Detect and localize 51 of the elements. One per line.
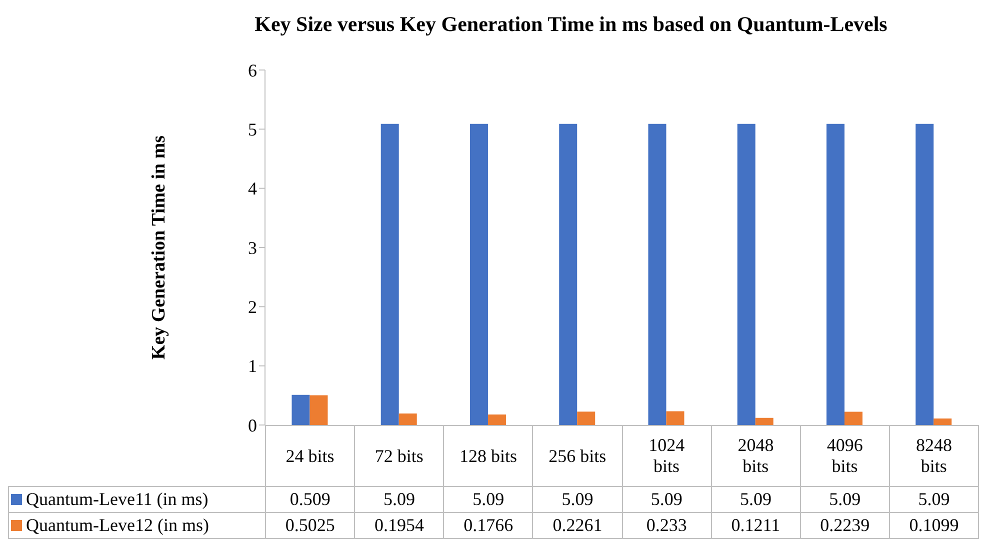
bar [666,411,684,425]
bar [559,124,578,425]
x-tick-label: 72 bits [354,426,444,486]
x-tick-label: 256 bits [532,426,622,486]
bar [737,124,756,425]
data-label: 5.09 [800,486,890,512]
x-tick-label: 4096 bits [800,426,890,486]
bar [755,418,774,425]
data-label: 5.09 [711,486,800,512]
data-label: 0.5025 [266,512,355,538]
data-label: 5.09 [354,486,444,512]
x-tick-label: 1024 bits [622,426,712,486]
data-label: 0.233 [622,512,712,538]
x-tick-label: 24 bits [266,426,355,486]
bar [844,412,862,425]
bar [916,124,934,425]
bar [826,124,844,425]
bar [648,124,666,425]
x-tick-label: 128 bits [444,426,533,486]
y-tick-label: 4 [248,178,257,199]
legend-label: Quantum-Leve12 (in ms) [8,512,266,538]
x-tick-label: 2048 bits [711,426,800,486]
data-label: 5.09 [889,486,978,512]
chart-title: Key Size versus Key Generation Time in ms based on Quantum-Levels [254,12,888,37]
data-label: 0.1099 [889,512,978,538]
bar [470,124,488,425]
data-label: 0.2239 [800,512,890,538]
bar [577,412,596,425]
bar [292,394,310,425]
data-label: 0.1211 [711,512,800,538]
bar [488,414,506,425]
y-tick-label: 2 [248,297,257,318]
data-label: 0.1766 [444,512,533,538]
data-label: 0.2261 [532,512,622,538]
data-label: 5.09 [622,486,712,512]
data-label: 5.09 [444,486,533,512]
bar [380,124,399,425]
y-tick-label: 0 [248,415,257,436]
data-label: 0.1954 [354,512,444,538]
bar [934,418,952,425]
bar [398,413,417,425]
legend-label: Quantum-Leve11 (in ms) [8,486,266,512]
y-tick-label: 5 [248,120,257,140]
y-tick-label: 6 [248,60,257,80]
data-label: 5.09 [532,486,622,512]
y-tick-label: 3 [248,238,257,258]
y-axis-title: Key Generation Time in ms [148,135,170,360]
x-tick-label: 8248 bits [889,426,978,486]
bar [310,395,328,425]
y-tick-label: 1 [248,356,257,376]
data-label: 0.509 [266,486,355,512]
